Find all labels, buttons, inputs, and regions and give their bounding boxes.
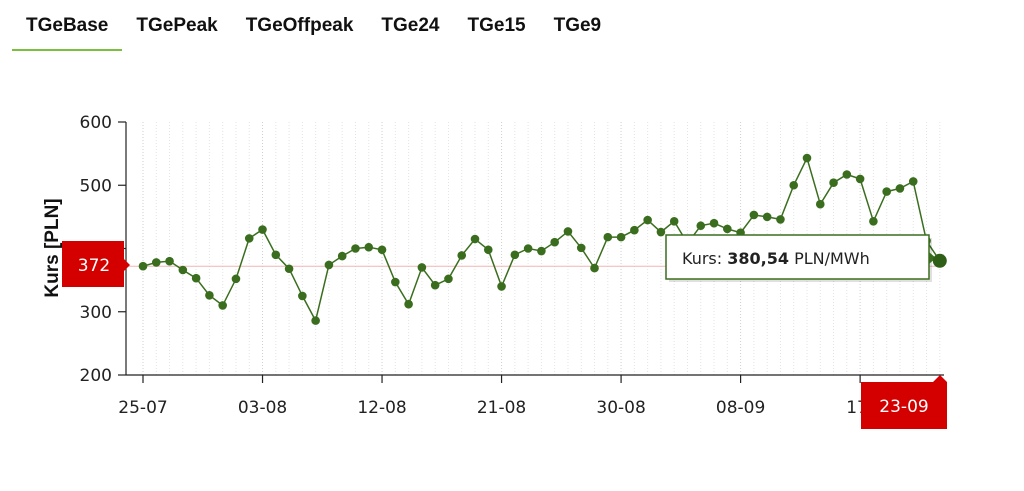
y-tick-label: 600 [80, 113, 112, 133]
data-point [776, 215, 785, 224]
y-axis-label: Kurs [PLN] [42, 198, 63, 297]
data-point [563, 227, 573, 236]
data-point [430, 280, 440, 290]
series-points [138, 153, 931, 325]
y-tick-label: 200 [80, 366, 112, 386]
data-point [311, 316, 320, 325]
crosshair-date-flag: 23-09 [861, 375, 947, 429]
data-point [271, 250, 281, 260]
tooltip: Kurs: 380,54 PLN/MWh [665, 234, 936, 282]
product-tabs: TGeBase TGePeak TGeOffpeak TGe24 TGe15 TGe9 [12, 0, 615, 51]
x-tick-label: 03-08 [238, 398, 287, 418]
data-point [218, 301, 227, 310]
data-point [550, 237, 559, 247]
crosshair-value-label: 372 [78, 256, 110, 276]
data-point [869, 217, 878, 226]
tab-tge24[interactable]: TGe24 [381, 15, 440, 36]
data-point [483, 245, 493, 255]
data-point [603, 232, 613, 242]
data-point [497, 282, 506, 291]
data-point [630, 225, 639, 235]
x-tick-label: 25-07 [118, 398, 167, 418]
data-point [882, 187, 891, 196]
data-point [138, 261, 148, 271]
data-point [404, 299, 413, 309]
grid-lines [142, 122, 941, 375]
data-point [364, 242, 374, 252]
data-point [244, 234, 254, 243]
data-point [669, 217, 679, 226]
data-point [377, 245, 387, 255]
data-point [643, 215, 652, 225]
data-point [815, 199, 825, 209]
data-point [191, 273, 201, 283]
data-point [510, 250, 520, 260]
data-point [457, 251, 467, 260]
data-point [895, 184, 905, 193]
data-point [789, 180, 799, 190]
data-point [151, 258, 161, 267]
data-point [298, 291, 307, 301]
data-point [258, 225, 267, 234]
data-point [337, 251, 347, 261]
data-point [470, 234, 480, 244]
data-point [523, 244, 533, 253]
y-tick-label: 500 [80, 176, 112, 196]
data-point [709, 218, 719, 228]
x-tick-label: 21-08 [477, 398, 526, 418]
hovered-point[interactable] [932, 253, 947, 268]
x-tick-label: 08-09 [716, 398, 765, 418]
data-point [284, 264, 294, 274]
data-point [656, 227, 666, 237]
data-point [762, 212, 772, 222]
data-point [391, 277, 400, 287]
data-point [417, 263, 427, 272]
data-point [842, 170, 852, 179]
data-point [231, 274, 241, 284]
tab-tge15[interactable]: TGe15 [467, 15, 526, 36]
data-point [590, 263, 599, 273]
data-point [855, 174, 865, 184]
y-tick-label: 300 [80, 303, 112, 323]
data-point [205, 291, 214, 300]
data-point [351, 244, 360, 253]
y-axis-ticks: 200 300 500 600 [80, 113, 126, 386]
x-axis-ticks: 25-07 03-08 12-08 21-08 30-08 08-09 17- [118, 375, 874, 418]
data-point [802, 153, 812, 163]
crosshair-value-flag: 372 [62, 241, 130, 287]
data-point [616, 232, 626, 242]
data-point [324, 260, 334, 270]
data-point [908, 177, 918, 186]
data-point [444, 274, 453, 284]
crosshair-date-label: 23-09 [879, 397, 928, 417]
data-point [178, 265, 188, 275]
data-point [749, 210, 759, 220]
x-tick-label: 30-08 [596, 398, 645, 418]
tab-tge9[interactable]: TGe9 [553, 15, 602, 36]
tab-tgebase[interactable]: TGeBase [12, 0, 123, 51]
tooltip-text: Kurs: 380,54 PLN/MWh [682, 249, 870, 268]
x-tick-label: 12-08 [357, 398, 406, 418]
data-point [696, 221, 706, 231]
data-point [723, 224, 732, 234]
data-point [165, 256, 174, 266]
tab-tgeoffpeak[interactable]: TGeOffpeak [245, 15, 354, 36]
data-point [537, 246, 546, 256]
tab-tgepeak[interactable]: TGePeak [136, 15, 218, 36]
data-point [576, 243, 586, 253]
data-point [829, 178, 838, 188]
